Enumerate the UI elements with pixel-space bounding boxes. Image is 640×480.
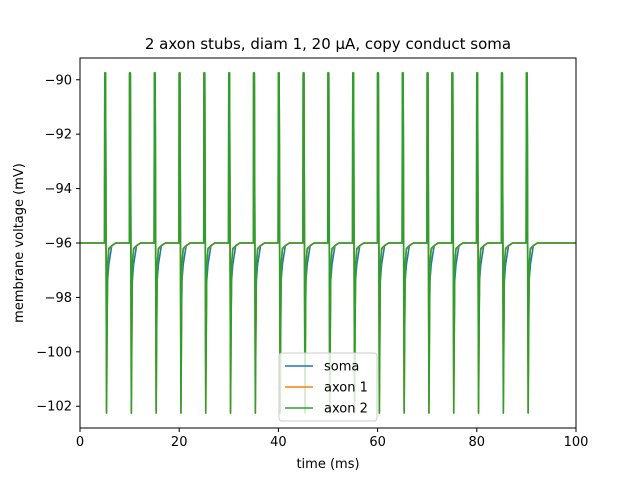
y-tick-label: −92 bbox=[45, 128, 72, 143]
y-tick-label: −96 bbox=[45, 237, 72, 252]
legend: soma axon 1 axon 2 bbox=[278, 352, 378, 422]
legend-label: soma bbox=[324, 360, 359, 375]
y-axis-label: membrane voltage (mV) bbox=[12, 163, 27, 323]
y-tick-label: −90 bbox=[45, 73, 72, 88]
x-tick-label: 100 bbox=[564, 435, 589, 450]
x-axis: 0 20 40 60 80 100 bbox=[76, 428, 589, 450]
x-axis-label: time (ms) bbox=[296, 457, 359, 472]
x-tick-label: 20 bbox=[171, 435, 188, 450]
y-tick-label: −100 bbox=[36, 345, 72, 360]
series-line-axon-2 bbox=[80, 72, 576, 414]
y-axis: −90 −92 −94 −96 −98 −100 −102 bbox=[36, 73, 80, 415]
y-tick-label: −98 bbox=[45, 291, 72, 306]
y-tick-label: −102 bbox=[36, 400, 72, 415]
chart-title: 2 axon stubs, diam 1, 20 µA, copy conduc… bbox=[145, 35, 511, 53]
x-tick-label: 60 bbox=[369, 435, 386, 450]
x-tick-label: 40 bbox=[270, 435, 287, 450]
legend-box bbox=[278, 352, 378, 422]
x-tick-label: 0 bbox=[76, 435, 84, 450]
legend-label: axon 1 bbox=[324, 381, 368, 396]
x-tick-label: 80 bbox=[469, 435, 486, 450]
series-layer bbox=[80, 72, 576, 414]
y-tick-label: −94 bbox=[45, 182, 72, 197]
legend-label: axon 2 bbox=[324, 402, 368, 417]
